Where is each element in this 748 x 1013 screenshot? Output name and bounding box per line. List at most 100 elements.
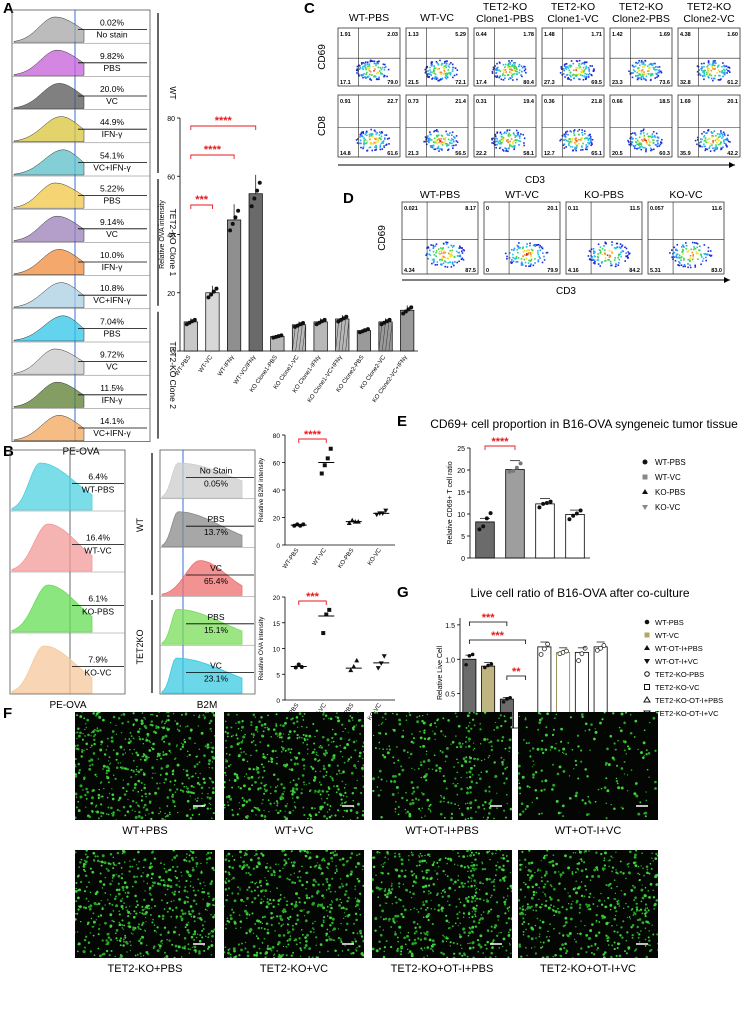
data-point <box>301 522 306 527</box>
cell-dot <box>192 867 194 869</box>
event-dot <box>699 74 702 77</box>
cell-dot <box>209 932 212 934</box>
cell-dot <box>185 895 188 898</box>
event-dot <box>440 64 443 66</box>
quadrant-value: 0.44 <box>476 32 488 38</box>
cell-dot <box>75 806 78 809</box>
quadrant-value: 11.5 <box>630 206 640 212</box>
cell-dot <box>112 715 116 719</box>
cell-dot <box>186 790 189 793</box>
cell-dot <box>235 733 238 735</box>
event-dot <box>637 61 640 64</box>
event-dot <box>513 69 515 72</box>
event-dot <box>434 75 437 78</box>
cell-dot <box>250 724 253 727</box>
cell-dot <box>145 739 149 742</box>
event-dot <box>375 141 378 144</box>
event-dot <box>639 77 641 79</box>
event-dot <box>458 260 460 263</box>
cell-dot <box>282 945 285 948</box>
cell-dot <box>259 776 261 778</box>
data-point <box>296 662 301 667</box>
cell-dot <box>172 930 176 934</box>
event-dot <box>658 66 661 68</box>
cell-dot <box>301 788 303 791</box>
cell-dot <box>181 745 185 749</box>
cell-dot <box>247 866 251 869</box>
cell-dot <box>135 773 137 776</box>
event-dot <box>630 136 633 139</box>
cell-dot <box>119 810 121 812</box>
cell-dot <box>75 796 78 798</box>
event-dot <box>696 246 699 249</box>
quadrant-value: 1.69 <box>659 32 670 38</box>
cell-dot <box>255 881 258 884</box>
cell-dot <box>464 818 467 820</box>
cell-dot <box>238 914 241 916</box>
y-tick-label: 0.0 <box>445 726 455 733</box>
quadrant-value: 18.5 <box>659 99 670 105</box>
x-axis-label: CD3 <box>525 175 545 186</box>
cell-dot <box>167 714 170 718</box>
cell-dot <box>162 753 166 757</box>
cell-dot <box>239 920 243 923</box>
event-dot <box>512 79 514 81</box>
cell-dot <box>482 816 485 818</box>
event-dot <box>530 263 532 265</box>
event-dot <box>581 146 583 148</box>
event-dot <box>681 246 683 248</box>
cell-dot <box>115 932 117 934</box>
event-dot <box>525 257 528 260</box>
event-dot <box>569 74 571 77</box>
event-dot <box>634 144 637 147</box>
cell-dot <box>129 860 131 862</box>
event-dot <box>706 253 709 256</box>
cell-dot <box>331 899 333 902</box>
event-dot <box>654 136 656 138</box>
cell-dot <box>290 902 294 906</box>
event-dot <box>685 248 688 250</box>
cell-dot <box>621 807 624 810</box>
event-dot <box>563 65 566 68</box>
event-dot <box>514 139 517 141</box>
cell-dot <box>264 877 266 879</box>
cell-dot <box>339 744 342 747</box>
event-dot <box>501 142 503 144</box>
event-dot <box>625 252 627 254</box>
cell-dot <box>196 799 199 802</box>
event-dot <box>628 143 631 146</box>
x-tick-label: WT-PBS <box>282 703 300 725</box>
cell-dot <box>266 928 269 931</box>
cell-dot <box>386 748 388 750</box>
cell-dot <box>275 800 279 803</box>
event-dot <box>360 62 363 64</box>
cell-dot <box>187 873 191 877</box>
cell-dot <box>229 797 233 801</box>
cell-dot <box>396 746 398 748</box>
cell-dot <box>210 730 213 732</box>
event-dot <box>717 143 720 146</box>
cell-dot <box>281 924 283 927</box>
event-dot <box>435 251 437 254</box>
cell-dot <box>100 796 102 798</box>
cell-dot <box>120 954 124 958</box>
cell-dot <box>336 773 338 775</box>
event-dot <box>589 141 591 144</box>
cell-dot <box>122 889 125 892</box>
event-dot <box>362 68 365 71</box>
cell-dot <box>92 730 95 733</box>
event-dot <box>430 133 432 136</box>
cell-dot <box>142 955 145 957</box>
event-dot <box>433 130 435 133</box>
cell-dot <box>533 764 535 766</box>
event-dot <box>446 76 449 79</box>
cell-dot <box>148 886 152 890</box>
event-dot <box>709 250 712 252</box>
cell-dot <box>91 789 95 793</box>
event-dot <box>592 70 595 72</box>
cell-dot <box>372 776 375 779</box>
event-dot <box>690 248 693 251</box>
legend-marker <box>642 474 648 480</box>
quadrant-value: 0 <box>486 268 489 274</box>
cell-dot <box>518 764 521 768</box>
